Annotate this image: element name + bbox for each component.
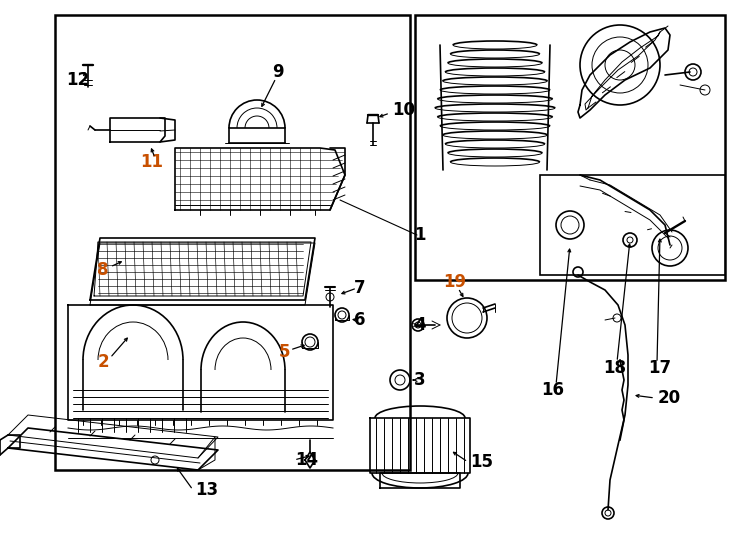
- Text: 10: 10: [392, 101, 415, 119]
- Text: 18: 18: [603, 359, 627, 377]
- Text: 15: 15: [470, 453, 493, 471]
- Text: 12: 12: [67, 71, 90, 89]
- Text: 5: 5: [279, 343, 291, 361]
- Text: 13: 13: [195, 481, 218, 499]
- Text: 4: 4: [414, 316, 426, 334]
- Text: 16: 16: [542, 381, 564, 399]
- Text: 2: 2: [97, 353, 109, 371]
- Text: 3: 3: [414, 371, 426, 389]
- Text: 14: 14: [295, 451, 318, 469]
- Text: 17: 17: [648, 359, 672, 377]
- Text: 11: 11: [140, 153, 164, 171]
- Text: 9: 9: [272, 63, 284, 81]
- Text: 19: 19: [443, 273, 467, 291]
- Text: 6: 6: [355, 311, 366, 329]
- Bar: [540, 175, 725, 275]
- Text: 8: 8: [97, 261, 109, 279]
- Text: 20: 20: [658, 389, 681, 407]
- Bar: [415, 15, 725, 280]
- Bar: [55, 15, 410, 470]
- Text: 1: 1: [414, 226, 426, 244]
- Text: 7: 7: [355, 279, 366, 297]
